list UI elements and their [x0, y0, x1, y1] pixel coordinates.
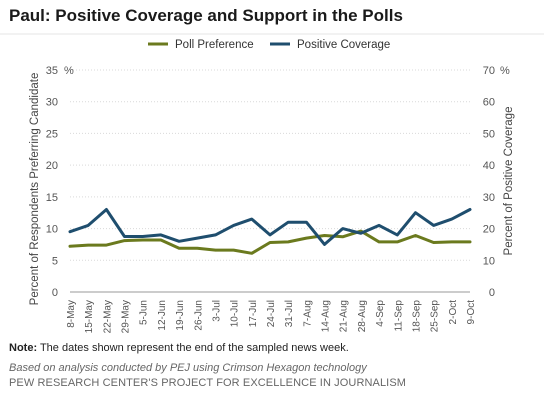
- left-tick-label: 35: [46, 65, 58, 77]
- left-tick-label: 5: [52, 255, 58, 267]
- left-tick-label: 20: [46, 160, 58, 172]
- left-tick-label: 25: [46, 128, 58, 140]
- right-tick-label: 0: [489, 287, 495, 299]
- x-tick-label: 14-Aug: [321, 300, 332, 332]
- x-tick-label: 2-Oct: [448, 300, 459, 325]
- right-unit-label: %: [500, 65, 510, 77]
- x-tick-label: 5-Jun: [139, 300, 150, 325]
- x-tick-label: 17-Jul: [248, 300, 259, 327]
- x-tick-label: 12-Jun: [157, 300, 168, 331]
- x-tick-label: 8-May: [66, 300, 77, 328]
- note-label: Note:: [9, 342, 38, 354]
- left-tick-label: 0: [52, 287, 58, 299]
- right-tick-label: 60: [483, 97, 495, 109]
- series-line-positive-coverage: [68, 208, 472, 246]
- x-tick-label: 22-May: [102, 300, 113, 333]
- x-tick-label: 25-Sep: [430, 300, 441, 333]
- x-tick-label: 9-Oct: [466, 300, 477, 325]
- chart-title: Paul: Positive Coverage and Support in t…: [9, 6, 403, 25]
- x-tick-label: 29-May: [121, 300, 132, 333]
- x-tick-label: 24-Jul: [266, 300, 277, 327]
- legend-label: Poll Preference: [175, 39, 254, 51]
- x-tick-label: 3-Jul: [211, 300, 222, 322]
- left-tick-label: 10: [46, 224, 58, 236]
- left-unit-label: %: [64, 65, 74, 77]
- note-text: The dates shown represent the end of the…: [37, 342, 349, 354]
- x-tick-label: 21-Aug: [339, 300, 350, 332]
- left-tick-label: 15: [46, 192, 58, 204]
- x-tick-label: 10-Jul: [230, 300, 241, 327]
- source-line: Based on analysis conducted by PEJ using…: [9, 362, 367, 374]
- x-tick-label: 4-Sep: [375, 300, 386, 327]
- title-bar: Paul: Positive Coverage and Support in t…: [0, 0, 544, 35]
- x-tick-label: 11-Sep: [393, 300, 404, 332]
- title-divider: [0, 33, 544, 35]
- x-tick-label: 26-Jun: [193, 300, 204, 331]
- x-tick-label: 31-Jul: [284, 300, 295, 327]
- left-axis-title: Percent of Respondents Preferring Candid…: [29, 73, 41, 306]
- right-tick-label: 40: [483, 160, 495, 172]
- x-tick-label: 28-Aug: [357, 300, 368, 332]
- right-tick-label: 10: [483, 255, 495, 267]
- x-tick-label: 15-May: [84, 300, 95, 333]
- x-tick-label: 7-Aug: [302, 300, 313, 327]
- chart-note: Note: The dates shown represent the end …: [9, 342, 349, 354]
- series-line-poll-preference: [68, 229, 472, 255]
- right-tick-label: 50: [483, 128, 495, 140]
- right-axis-title: Percent of Positive Coverage: [503, 107, 515, 256]
- legend-label: Positive Coverage: [297, 39, 390, 51]
- right-tick-label: 70: [483, 65, 495, 77]
- organization-credit: PEW RESEARCH CENTER'S PROJECT FOR EXCELL…: [9, 377, 407, 389]
- x-tick-label: 18-Sep: [411, 300, 422, 333]
- right-tick-label: 20: [483, 224, 495, 236]
- x-tick-label: 19-Jun: [175, 300, 186, 331]
- left-tick-label: 30: [46, 97, 58, 109]
- right-tick-label: 30: [483, 192, 495, 204]
- line-chart: 0 5 10 15 20 25 30 35 0 10 20 30 40 50 60 70% % Percent o…: [29, 39, 515, 333]
